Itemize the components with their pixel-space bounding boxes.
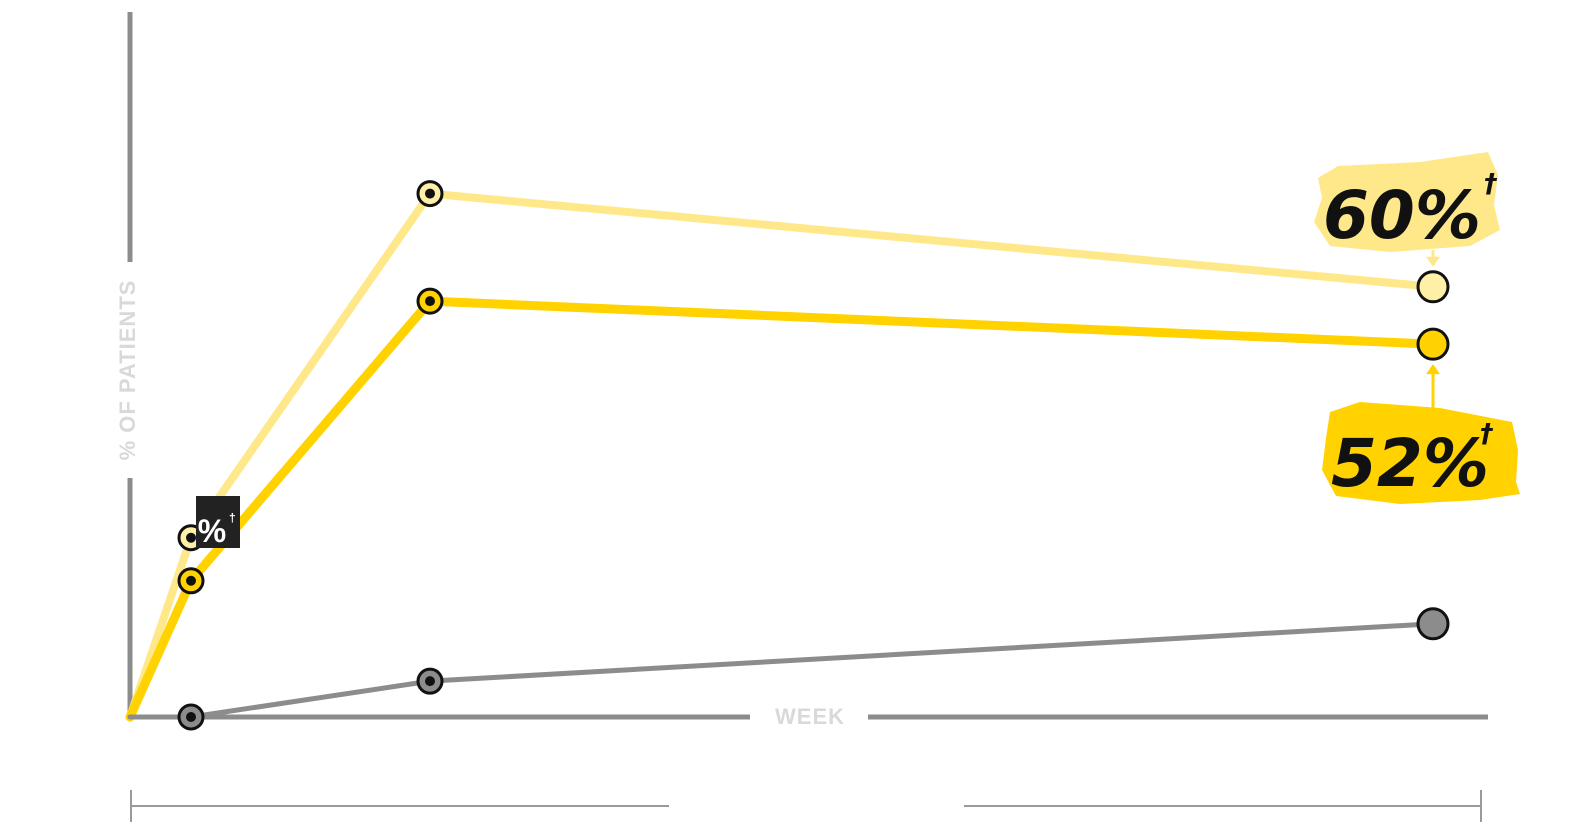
series-1-line <box>125 296 1438 722</box>
series-0-point-2 <box>416 180 444 208</box>
svg-text:†: † <box>229 511 236 525</box>
svg-text:†: † <box>1480 419 1494 449</box>
bottom-bracket-right <box>964 790 1482 822</box>
series-0-point-3 <box>1416 270 1450 304</box>
series-1-point-2 <box>416 287 444 315</box>
annotation-1: 52%† <box>1322 364 1520 504</box>
svg-text:†: † <box>1484 169 1498 199</box>
series-2-point-2 <box>416 667 444 695</box>
annotation-2: % † <box>196 496 240 549</box>
series-2-line <box>127 621 1436 720</box>
bottom-bracket-left <box>130 790 669 822</box>
series-2-point-3 <box>1416 607 1450 641</box>
series-1-point-1 <box>177 567 205 595</box>
series-2-point-1 <box>177 703 205 731</box>
y-axis-label: % OF PATIENTS <box>115 280 140 461</box>
annotation-layer: 60% †52%†% † <box>196 152 1520 549</box>
x-axis-label: WEEK <box>775 704 845 729</box>
series-1-point-3 <box>1416 327 1450 361</box>
series-0-line <box>126 189 1437 721</box>
annotation-2-label: % <box>198 513 226 549</box>
annotation-0-label: 60% <box>1323 177 1481 254</box>
annotation-1-label: 52% <box>1331 425 1489 502</box>
annotation-0: 60% † <box>1314 152 1500 267</box>
series-layer <box>125 180 1450 731</box>
